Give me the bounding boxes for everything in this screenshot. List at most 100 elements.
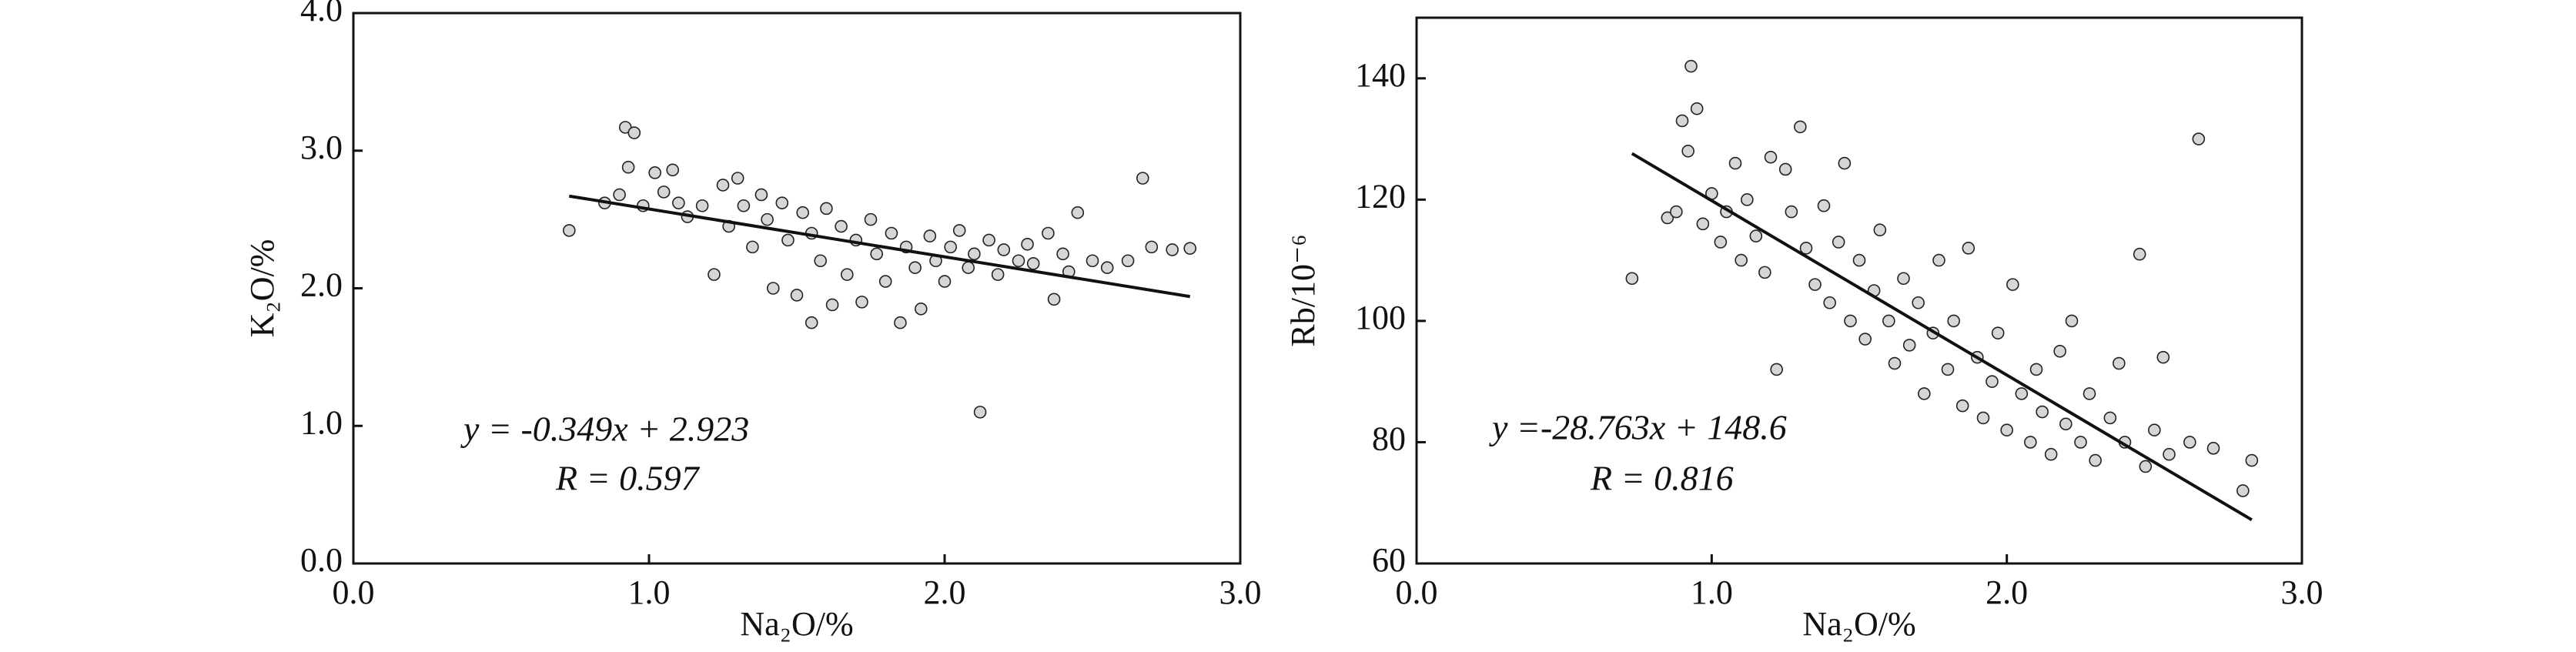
data-point bbox=[835, 219, 848, 233]
data-point bbox=[695, 199, 709, 212]
data-point bbox=[2192, 132, 2206, 145]
data-point bbox=[1794, 120, 1807, 134]
x-axis-label: Na₂O/% bbox=[1802, 605, 1915, 643]
data-point bbox=[1026, 257, 1040, 270]
y-tick-label: 60 bbox=[1372, 541, 1406, 579]
data-point bbox=[870, 247, 883, 261]
data-point bbox=[2000, 423, 2013, 436]
data-point bbox=[1823, 296, 1836, 309]
data-point bbox=[878, 275, 892, 288]
data-point bbox=[775, 196, 789, 209]
data-point bbox=[754, 188, 768, 202]
data-point bbox=[1684, 59, 1698, 73]
data-point bbox=[914, 303, 928, 316]
data-point bbox=[1136, 172, 1149, 185]
data-point bbox=[2245, 453, 2259, 467]
data-point bbox=[997, 243, 1011, 256]
data-point bbox=[944, 240, 957, 254]
data-point bbox=[814, 254, 828, 268]
data-point bbox=[1728, 156, 1742, 170]
data-point bbox=[2053, 344, 2066, 358]
data-point bbox=[1817, 199, 1831, 212]
data-point bbox=[2206, 442, 2220, 455]
data-point bbox=[1799, 242, 1813, 255]
data-point bbox=[805, 316, 818, 329]
data-point bbox=[1675, 114, 1689, 128]
equation-annotation: y =-28.763x + 148.6 bbox=[1489, 408, 1787, 447]
y-tick-label: 1.0 bbox=[300, 403, 343, 441]
data-point bbox=[2113, 356, 2126, 370]
x-tick-label: 3.0 bbox=[1219, 573, 1262, 611]
x-tick-label: 3.0 bbox=[2281, 573, 2323, 611]
data-point bbox=[1758, 266, 1771, 279]
data-point bbox=[2163, 447, 2176, 461]
trend-line bbox=[1631, 152, 2253, 522]
data-point bbox=[855, 296, 868, 309]
data-point bbox=[2074, 436, 2087, 449]
data-point bbox=[2065, 314, 2079, 328]
data-point bbox=[1012, 254, 1025, 268]
data-point bbox=[1047, 293, 1061, 306]
data-point bbox=[2139, 460, 2153, 473]
data-point bbox=[666, 163, 680, 177]
data-point bbox=[1832, 236, 1845, 249]
data-point bbox=[2083, 387, 2096, 400]
data-point bbox=[2156, 350, 2170, 364]
data-point bbox=[1785, 205, 1798, 219]
data-point bbox=[1897, 272, 1910, 286]
data-point bbox=[2044, 447, 2058, 461]
data-point bbox=[1696, 217, 1710, 231]
data-point bbox=[923, 229, 937, 242]
data-point bbox=[1873, 223, 1887, 237]
data-point bbox=[2103, 411, 2117, 425]
plot-frame bbox=[1415, 16, 2303, 565]
data-point bbox=[952, 224, 966, 237]
x-tick-label: 0.0 bbox=[1396, 573, 1438, 611]
data-point bbox=[2059, 417, 2073, 431]
x-tick-label: 1.0 bbox=[1691, 573, 1733, 611]
equation-annotation: y = -0.349x + 2.923 bbox=[460, 410, 749, 449]
data-point bbox=[825, 298, 839, 312]
data-point bbox=[1902, 339, 1916, 352]
y-axis-label: Rb/10⁻⁶ bbox=[1284, 234, 1322, 346]
data-point bbox=[938, 275, 952, 288]
data-point bbox=[672, 196, 685, 209]
data-point bbox=[864, 212, 878, 226]
y-axis-label: K₂O/% bbox=[243, 239, 281, 338]
data-point bbox=[2006, 278, 2019, 291]
data-point bbox=[2036, 405, 2049, 419]
data-point bbox=[1882, 314, 1895, 328]
data-point bbox=[973, 406, 987, 419]
y-tick-label: 140 bbox=[1355, 56, 1406, 94]
data-point bbox=[1071, 206, 1085, 219]
x-tick-label: 0.0 bbox=[333, 573, 375, 611]
y-tick-label: 80 bbox=[1372, 420, 1406, 458]
data-point bbox=[1741, 193, 1754, 206]
y-tick-label: 2.0 bbox=[300, 266, 343, 304]
data-point bbox=[648, 166, 661, 179]
y-tick-label: 120 bbox=[1355, 177, 1406, 215]
data-point bbox=[1986, 375, 1999, 388]
data-point bbox=[1100, 261, 1114, 274]
data-point bbox=[761, 212, 774, 226]
data-point bbox=[1681, 145, 1694, 158]
data-point bbox=[885, 226, 898, 240]
data-point bbox=[982, 233, 995, 247]
data-point bbox=[708, 268, 721, 281]
x-tick-label: 2.0 bbox=[1986, 573, 2028, 611]
data-point bbox=[2133, 247, 2146, 261]
data-point bbox=[790, 289, 804, 302]
data-point bbox=[1690, 102, 1704, 115]
data-point bbox=[657, 186, 671, 199]
data-point bbox=[2024, 436, 2037, 449]
data-point bbox=[716, 179, 730, 192]
data-point bbox=[1086, 254, 1099, 268]
data-point bbox=[1778, 162, 1792, 176]
x-tick-label: 2.0 bbox=[924, 573, 966, 611]
data-point bbox=[1955, 399, 1969, 413]
data-point bbox=[1962, 242, 1975, 255]
data-point bbox=[894, 316, 907, 329]
data-point bbox=[1056, 247, 1069, 261]
